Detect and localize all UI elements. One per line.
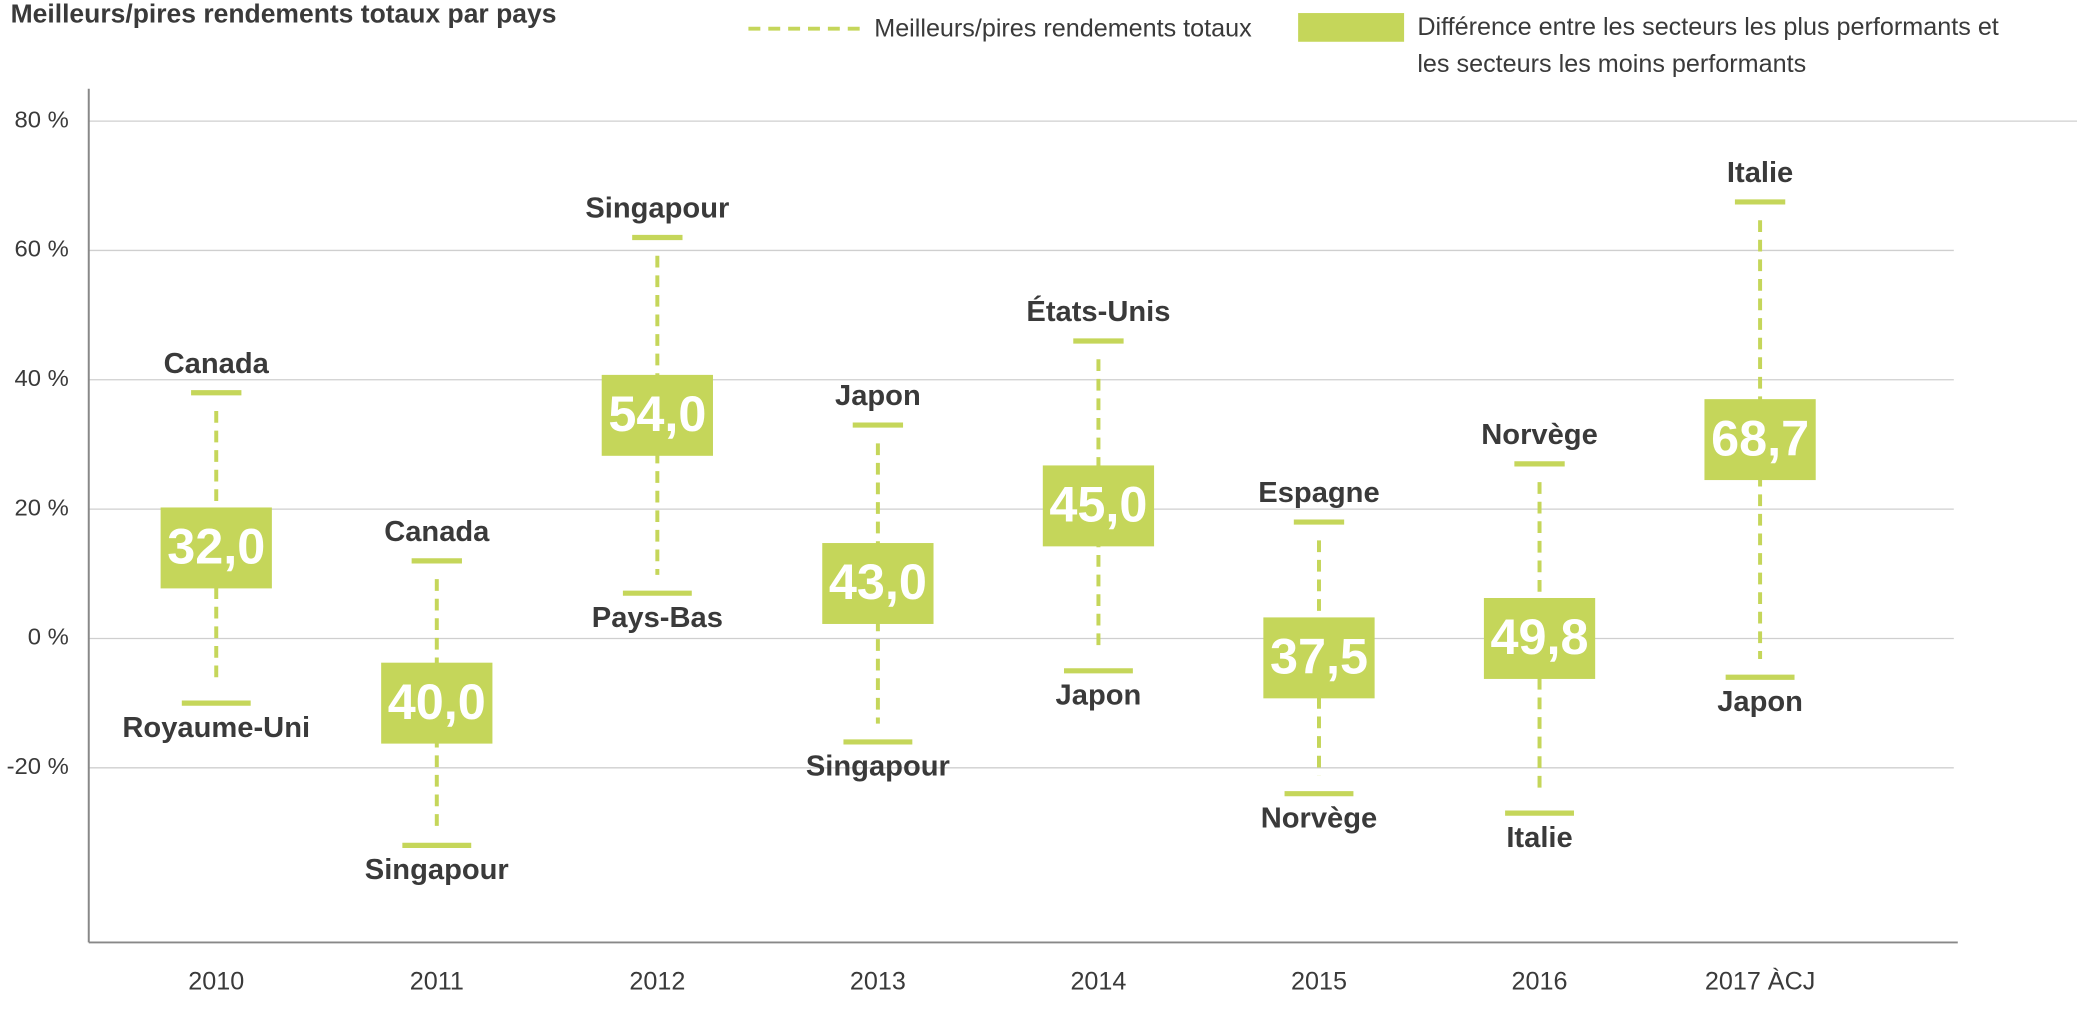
difference-label: 43,0 [829,555,927,611]
x-tick-label: 2011 [410,968,464,996]
worst-label: Japon [1056,680,1142,712]
best-label: Norvège [1481,419,1598,451]
difference-label: 40,0 [388,674,486,730]
difference-label: 68,7 [1711,411,1809,467]
y-tick-label: 20 % [15,495,69,521]
worst-label: Norvège [1261,803,1378,835]
worst-label: Singapour [365,854,509,886]
difference-box [160,507,272,589]
legend-label: Différence entre les secteurs les plus p… [1417,14,1999,79]
difference-box [1263,617,1375,699]
best-label: Espagne [1258,477,1379,509]
x-tick-label: 2013 [850,968,906,996]
x-tick-label: 2012 [629,968,685,996]
x-tick-label: 2016 [1512,968,1568,996]
y-tick-label: -20 % [7,754,69,780]
y-tick-label: 60 % [15,237,69,263]
x-tick-label: 2010 [188,968,244,996]
best-label: Canada [164,348,270,380]
worst-label: Royaume-Uni [122,712,310,744]
difference-box [381,662,493,744]
difference-label: 54,0 [608,386,706,442]
difference-box [1483,598,1596,679]
difference-box [1704,399,1816,481]
worst-label: Pays-Bas [592,602,723,634]
best-label: Canada [384,516,490,548]
legend-text-box: Différence entre les secteurs les plus p… [1417,14,1999,79]
best-label: Italie [1727,157,1793,189]
worst-label: Japon [1717,686,1803,718]
difference-label: 37,5 [1270,629,1368,685]
worst-label: Italie [1506,822,1572,854]
difference-box [601,374,713,456]
x-tick-label: 2014 [1070,968,1126,996]
y-tick-label: 0 % [28,625,69,651]
x-tick-label: 2015 [1291,968,1347,996]
difference-label: 32,0 [167,519,265,575]
y-tick-label: 40 % [15,366,69,392]
best-label: Singapour [585,193,729,225]
difference-box [1042,465,1155,547]
chart-title: Meilleurs/pires rendements totaux par pa… [11,0,557,29]
best-label: Japon [835,380,921,412]
y-tick-label: 80 % [15,107,69,133]
best-label: États-Unis [1026,294,1170,328]
difference-label: 49,8 [1491,610,1589,666]
worst-label: Singapour [806,751,950,783]
legend-label: Meilleurs/pires rendements totaux [874,15,1252,43]
difference-box [822,543,934,624]
x-tick-label: 2017 ÀCJ [1705,967,1815,996]
difference-label: 45,0 [1049,477,1147,533]
legend-swatch [1298,13,1405,42]
